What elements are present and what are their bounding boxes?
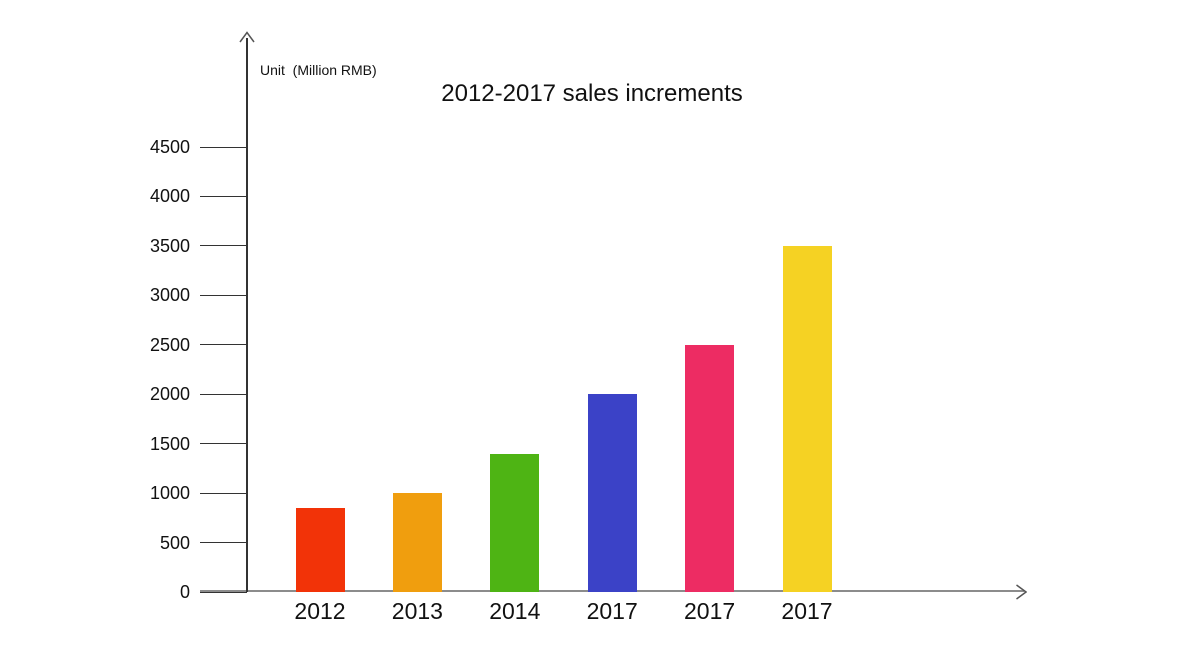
x-category-label: 2013 bbox=[391, 598, 443, 624]
y-tick-line bbox=[200, 195, 247, 197]
y-tick-label: 1500 bbox=[149, 433, 190, 454]
bar-3 bbox=[587, 394, 637, 592]
bar-0 bbox=[295, 507, 345, 592]
y-tick-line bbox=[200, 294, 247, 296]
y-tick-line bbox=[200, 492, 247, 494]
y-tick-label: 4000 bbox=[149, 186, 190, 207]
y-tick-label: 1000 bbox=[149, 483, 190, 504]
y-tick-label: 2500 bbox=[149, 334, 190, 355]
bar-2 bbox=[490, 453, 540, 592]
bar-1 bbox=[392, 493, 442, 592]
bar-5 bbox=[782, 245, 832, 592]
y-tick-line bbox=[200, 591, 247, 593]
y-tick-label: 4500 bbox=[149, 137, 190, 157]
y-tick-line bbox=[200, 443, 247, 445]
y-axis-unit-label: Unit (Million RMB) bbox=[260, 62, 377, 78]
y-tick-line bbox=[200, 542, 247, 544]
y-axis-arrow-icon bbox=[239, 31, 255, 43]
y-tick-line bbox=[200, 393, 247, 395]
y-tick-label: 0 bbox=[179, 582, 190, 602]
y-tick-label: 2000 bbox=[149, 384, 190, 405]
chart-title: 2012-2017 sales increments bbox=[441, 80, 743, 107]
x-category-label: 2014 bbox=[489, 598, 541, 624]
x-category-label: 2017 bbox=[684, 598, 736, 624]
x-category-label: 2012 bbox=[294, 598, 346, 624]
x-category-label: 2017 bbox=[586, 598, 638, 624]
y-tick-label: 3000 bbox=[149, 285, 190, 306]
y-tick-line bbox=[200, 344, 247, 346]
y-axis-line bbox=[246, 38, 248, 592]
y-tick-label: 500 bbox=[159, 532, 190, 553]
y-tick-label: 3500 bbox=[149, 235, 190, 256]
y-tick-line bbox=[200, 245, 247, 247]
x-axis-arrow-icon bbox=[1016, 584, 1027, 600]
y-tick-line bbox=[200, 146, 247, 148]
x-category-label: 2017 bbox=[781, 598, 833, 624]
bar-4 bbox=[685, 344, 735, 592]
